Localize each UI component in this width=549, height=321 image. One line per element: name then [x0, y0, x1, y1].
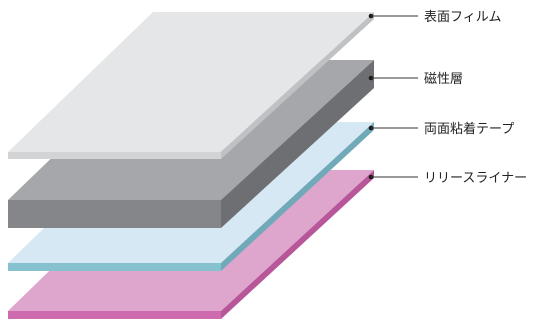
label-release-liner: リリースライナー — [424, 171, 527, 186]
label-surface-film: 表面フィルム — [424, 10, 501, 25]
surface-film-side-face — [221, 12, 374, 159]
leader-release-liner: リリースライナー — [368, 171, 527, 186]
release-liner-front-face — [8, 311, 221, 319]
label-magnetic-layer: 磁性層 — [424, 72, 463, 87]
double-sided-tape-side-face — [221, 122, 374, 271]
leader-magnetic-layer: 磁性層 — [368, 72, 463, 87]
surface-film-front-face — [8, 152, 221, 159]
double-sided-tape-front-face — [8, 263, 221, 271]
release-liner-side-face — [221, 170, 374, 319]
magnetic-layer-side-face — [221, 60, 374, 228]
label-double-sided-tape: 両面粘着テープ — [424, 121, 514, 137]
surface-film-layer — [8, 12, 374, 159]
leader-double-sided-tape: 両面粘着テープ — [368, 121, 514, 137]
leader-surface-film: 表面フィルム — [368, 10, 501, 25]
magnetic-layer-front-face — [8, 200, 221, 228]
surface-film-top-face — [8, 12, 374, 152]
